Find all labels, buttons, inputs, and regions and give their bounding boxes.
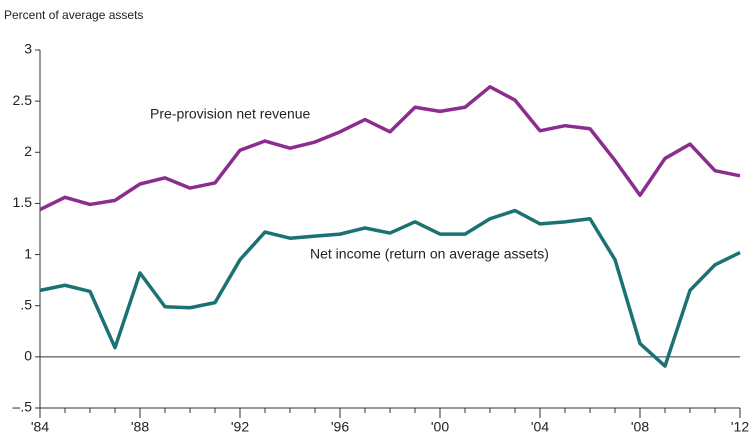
y-tick-label: 1.5 [13,194,33,210]
x-tick-label: '84 [31,419,49,435]
series-line [39,208,741,368]
series-label: Net income (return on average assets) [310,246,549,262]
x-tick-label: '88 [131,419,149,435]
y-tick-label: 0 [24,348,32,364]
x-tick-label: '04 [531,419,549,435]
y-tick-label: 2 [24,143,32,159]
series-label: Pre-provision net revenue [150,106,311,122]
y-tick-label: 3 [24,41,32,57]
series-line [39,85,741,212]
x-tick-label: '00 [431,419,449,435]
x-tick-label: '92 [231,419,249,435]
x-tick-label: '12 [731,419,749,435]
x-tick-label: '08 [631,419,649,435]
y-tick-label: 1 [24,245,32,261]
y-tick-label: 2.5 [13,92,33,108]
x-tick-label: '96 [331,419,349,435]
y-tick-label: .5 [20,296,32,312]
y-axis-label: Percent of average assets [4,8,143,22]
y-tick-label: –.5 [13,399,33,415]
